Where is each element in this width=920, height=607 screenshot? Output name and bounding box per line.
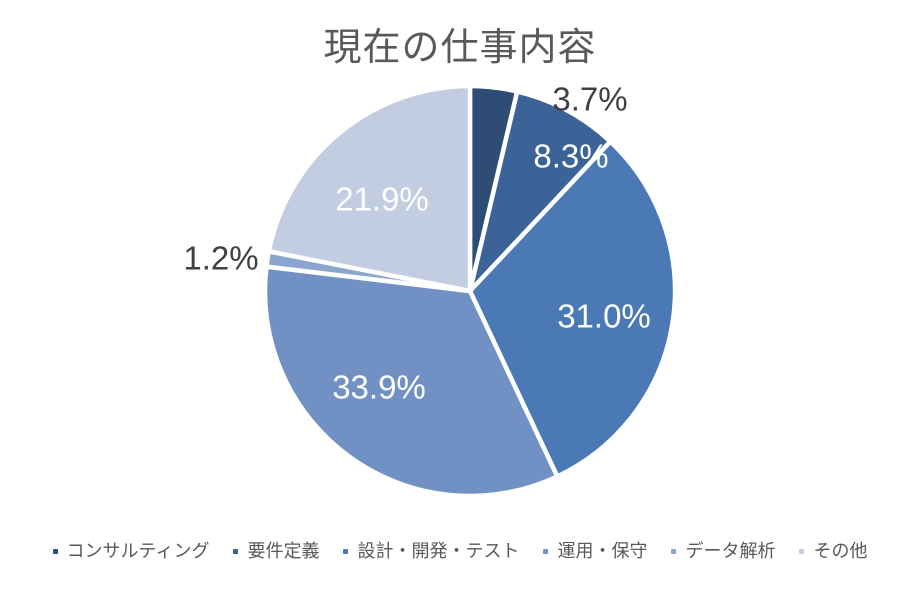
- legend-item-0: コンサルティング: [52, 541, 210, 563]
- legend-marker-icon: [671, 549, 677, 555]
- legend-item-5: その他: [799, 541, 867, 563]
- legend-item-3: 運用・保守: [543, 541, 647, 563]
- pie-label-2: 31.0%: [557, 298, 651, 335]
- legend-marker-icon: [799, 549, 805, 555]
- pie-slice-2: [467, 139, 678, 479]
- chart-title: 現在の仕事内容: [323, 27, 597, 69]
- legend-label: 運用・保守: [557, 541, 648, 561]
- legend-item-2: 設計・開発・テスト: [343, 541, 519, 563]
- pie-slice-5: [266, 83, 473, 294]
- legend-marker-icon: [52, 549, 58, 555]
- pie-label-3: 33.9%: [332, 369, 426, 406]
- chart-legend: コンサルティング 要件定義 設計・開発・テスト 運用・保守 データ解析 その他: [0, 541, 920, 563]
- legend-item-1: 要件定義: [233, 541, 319, 563]
- pie-slice-3: [262, 264, 560, 499]
- legend-label: 設計・開発・テスト: [357, 541, 520, 561]
- legend-marker-icon: [543, 549, 549, 555]
- legend-label: データ解析: [685, 541, 776, 561]
- pie-label-1: 8.3%: [533, 138, 608, 175]
- legend-item-4: データ解析: [671, 541, 775, 563]
- legend-marker-icon: [343, 549, 349, 555]
- pie-label-0: 3.7%: [552, 81, 627, 118]
- pie-label-4: 1.2%: [183, 240, 258, 277]
- legend-label: その他: [813, 541, 868, 561]
- legend-label: コンサルティング: [66, 541, 210, 561]
- legend-marker-icon: [233, 549, 239, 555]
- pie-label-5: 21.9%: [335, 181, 429, 218]
- legend-label: 要件定義: [247, 541, 320, 561]
